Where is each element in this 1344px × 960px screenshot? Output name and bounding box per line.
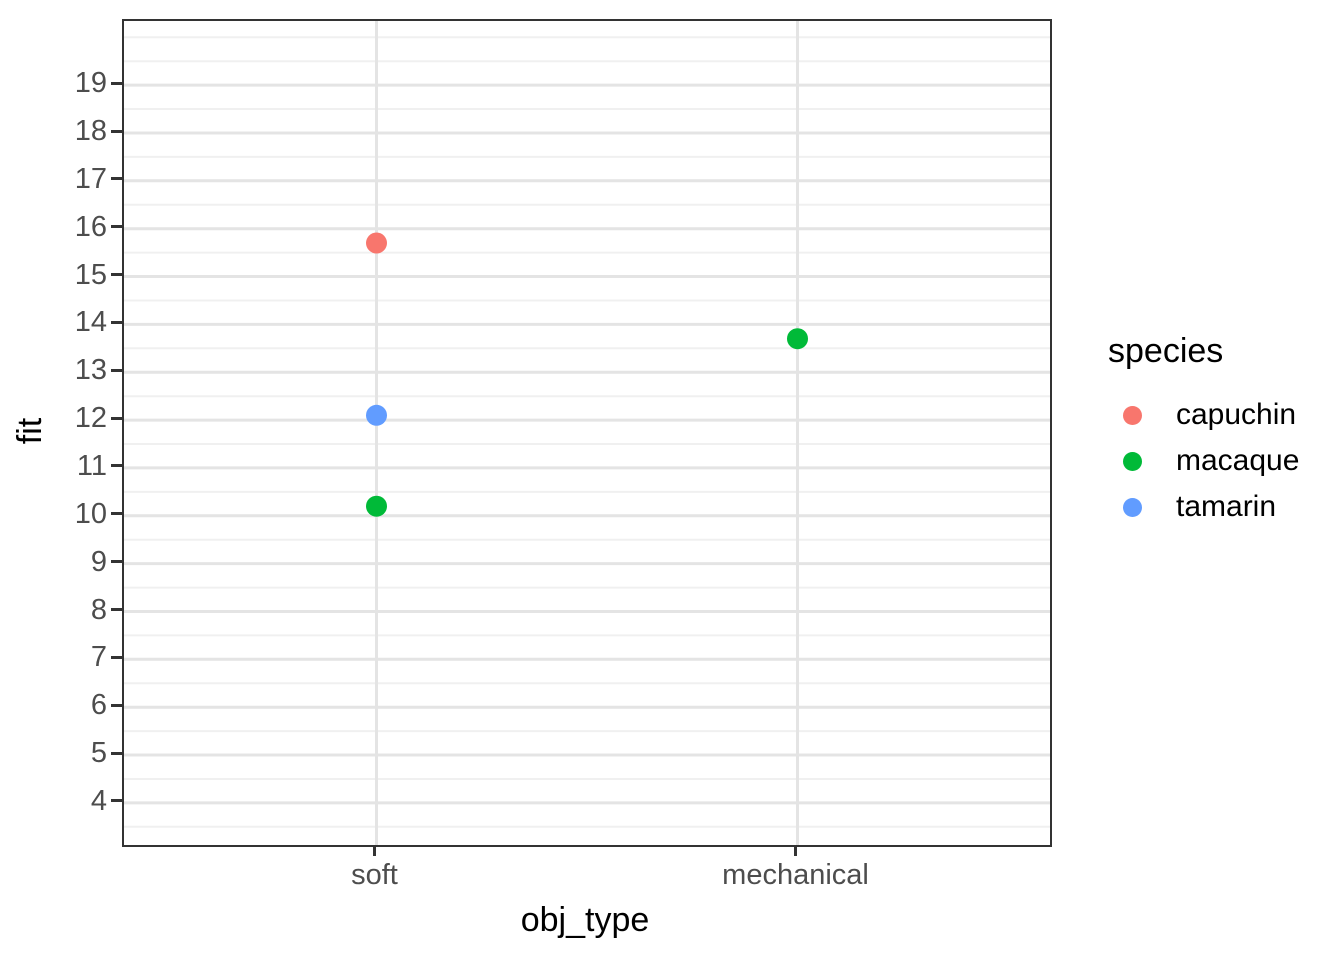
legend-item-macaque: macaque: [1108, 438, 1338, 484]
legend-item-tamarin: tamarin: [1108, 484, 1338, 530]
plot-canvas: [124, 21, 1050, 845]
legend-point-icon: [1123, 405, 1142, 425]
y-tick-label: 6: [90, 689, 107, 722]
y-tick-label: 8: [90, 593, 107, 626]
legend: species capuchin macaque tamarin: [1108, 330, 1338, 530]
y-tick-label: 10: [74, 497, 107, 530]
y-tick-label: 15: [74, 258, 107, 291]
legend-point-icon: [1123, 451, 1142, 471]
y-tick-label: 4: [90, 784, 107, 817]
y-tick-label: 12: [74, 402, 107, 435]
data-point-macaque: [366, 495, 387, 517]
y-tick-label: 19: [74, 67, 107, 100]
legend-item-capuchin: capuchin: [1108, 392, 1338, 438]
legend-item-label: capuchin: [1176, 398, 1297, 431]
x-axis-title: obj_type: [520, 901, 650, 939]
data-point-macaque: [787, 328, 808, 350]
data-point-tamarin: [366, 404, 387, 426]
y-tick-label: 5: [90, 737, 107, 769]
data-point-capuchin: [366, 232, 387, 254]
y-tick-mark: [111, 799, 122, 803]
y-tick-mark: [111, 655, 122, 659]
y-tick-mark: [111, 320, 122, 324]
y-tick-mark: [111, 177, 122, 181]
y-tick-label: 7: [90, 641, 107, 674]
legend-item-label: macaque: [1176, 444, 1300, 477]
legend-title: species: [1108, 332, 1224, 370]
y-tick-mark: [111, 368, 122, 372]
legend-items: capuchin macaque tamarin: [1108, 392, 1338, 530]
y-tick-mark: [111, 608, 122, 611]
y-tick-label: 11: [76, 449, 107, 482]
y-tick-mark: [111, 129, 122, 133]
y-axis-title: fit: [11, 417, 49, 445]
plot-panel: [122, 19, 1052, 847]
y-tick-mark: [111, 273, 122, 276]
y-tick-mark: [111, 751, 122, 755]
x-tick-mark: [794, 845, 797, 856]
y-tick-label: 9: [90, 545, 107, 578]
legend-point-icon: [1123, 497, 1142, 517]
y-tick-mark: [111, 225, 122, 229]
x-tick-label: mechanical: [722, 859, 869, 891]
x-tick-label: soft: [351, 859, 398, 891]
y-tick-label: 14: [74, 306, 107, 339]
y-tick-label: 17: [74, 162, 107, 195]
y-tick-mark: [111, 464, 122, 468]
y-tick-mark: [111, 512, 122, 516]
y-tick-label: 18: [74, 115, 107, 147]
y-tick-mark: [111, 560, 122, 564]
y-tick-label: 13: [74, 354, 107, 387]
legend-item-label: tamarin: [1176, 490, 1277, 523]
y-tick-mark: [111, 81, 122, 85]
y-tick-mark: [111, 416, 122, 420]
y-tick-label: 16: [74, 210, 107, 243]
x-tick-mark: [373, 845, 376, 856]
y-tick-mark: [111, 703, 122, 707]
